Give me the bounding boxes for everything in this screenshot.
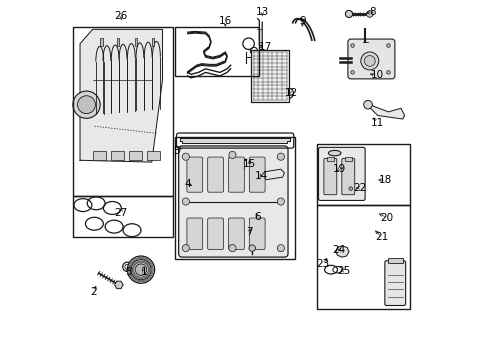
Ellipse shape	[328, 150, 341, 156]
Text: 1: 1	[141, 267, 147, 277]
Text: 6: 6	[254, 212, 261, 221]
Circle shape	[135, 264, 147, 275]
Circle shape	[229, 151, 236, 158]
Bar	[152, 39, 154, 45]
FancyBboxPatch shape	[249, 157, 265, 192]
Bar	[73, 27, 173, 196]
Bar	[100, 39, 102, 45]
FancyBboxPatch shape	[249, 218, 265, 249]
FancyBboxPatch shape	[187, 218, 203, 249]
Polygon shape	[367, 101, 405, 119]
Text: 19: 19	[332, 164, 345, 174]
Text: 3: 3	[125, 267, 132, 277]
Bar	[388, 258, 403, 263]
FancyBboxPatch shape	[208, 218, 223, 249]
FancyBboxPatch shape	[187, 157, 203, 192]
Bar	[73, 196, 173, 237]
Circle shape	[345, 10, 353, 18]
Text: 26: 26	[115, 11, 128, 21]
Bar	[317, 144, 410, 205]
Circle shape	[182, 244, 190, 252]
FancyBboxPatch shape	[348, 39, 395, 79]
Bar	[317, 205, 410, 309]
Circle shape	[73, 91, 100, 118]
Bar	[175, 27, 259, 76]
Bar	[117, 39, 119, 45]
Text: 8: 8	[369, 7, 376, 17]
Circle shape	[349, 187, 353, 190]
Text: 18: 18	[379, 175, 392, 185]
FancyBboxPatch shape	[228, 218, 245, 249]
Circle shape	[387, 44, 390, 47]
Text: 12: 12	[285, 88, 298, 98]
Text: 21: 21	[375, 232, 389, 242]
Polygon shape	[180, 138, 290, 143]
Circle shape	[182, 153, 190, 160]
Circle shape	[182, 198, 190, 205]
Text: 23: 23	[317, 259, 330, 269]
Circle shape	[361, 52, 379, 70]
Bar	[327, 157, 334, 161]
Text: 13: 13	[256, 7, 269, 17]
Circle shape	[127, 256, 155, 283]
Bar	[129, 151, 142, 160]
FancyBboxPatch shape	[228, 157, 245, 192]
Polygon shape	[80, 30, 163, 162]
Bar	[111, 151, 124, 160]
Circle shape	[249, 245, 255, 251]
Circle shape	[364, 100, 372, 109]
Bar	[147, 151, 160, 160]
Circle shape	[387, 71, 390, 74]
Circle shape	[229, 244, 236, 252]
Bar	[344, 157, 352, 161]
Circle shape	[351, 71, 354, 74]
Circle shape	[277, 244, 285, 252]
Text: 27: 27	[115, 208, 128, 218]
Text: 2: 2	[90, 287, 97, 297]
FancyBboxPatch shape	[342, 158, 355, 195]
Circle shape	[277, 198, 285, 205]
Text: 20: 20	[380, 213, 393, 222]
Text: 9: 9	[299, 17, 306, 27]
Text: 4: 4	[184, 179, 191, 189]
FancyBboxPatch shape	[179, 146, 288, 257]
Polygon shape	[256, 169, 285, 181]
FancyBboxPatch shape	[385, 261, 406, 306]
Text: 15: 15	[243, 159, 256, 169]
Bar	[251, 50, 289, 102]
Polygon shape	[336, 246, 349, 257]
FancyBboxPatch shape	[324, 158, 337, 195]
Text: 25: 25	[337, 266, 350, 276]
FancyBboxPatch shape	[318, 147, 365, 201]
Circle shape	[351, 44, 354, 47]
Circle shape	[277, 153, 285, 160]
Text: 14: 14	[254, 171, 268, 181]
Text: 17: 17	[259, 42, 272, 51]
Text: 7: 7	[246, 227, 253, 237]
Text: 16: 16	[219, 17, 232, 27]
Circle shape	[131, 260, 151, 280]
Bar	[135, 39, 137, 45]
Text: 22: 22	[353, 183, 367, 193]
Text: 10: 10	[371, 70, 384, 80]
Text: 5: 5	[173, 146, 180, 156]
Text: 11: 11	[371, 118, 384, 128]
FancyBboxPatch shape	[208, 157, 223, 192]
Bar	[93, 151, 106, 160]
Circle shape	[365, 55, 375, 66]
Circle shape	[77, 96, 96, 114]
Text: 24: 24	[332, 245, 345, 255]
Bar	[175, 137, 295, 259]
